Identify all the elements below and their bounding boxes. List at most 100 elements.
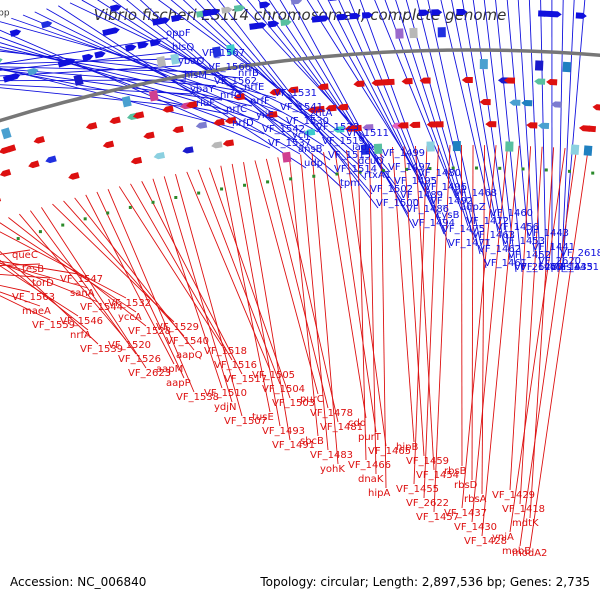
reverse-gene-label: hipA bbox=[368, 488, 390, 499]
forward-gene-label: VF_1500 bbox=[376, 198, 419, 209]
reverse-gene-label: VF_1493 bbox=[262, 426, 305, 437]
reverse-gene-arrow-135 bbox=[143, 131, 155, 139]
reverse-gene-label: purT bbox=[358, 432, 382, 443]
reverse-gene-arrow-141 bbox=[186, 100, 198, 109]
reverse-gene-label: modA2 bbox=[512, 548, 547, 559]
reverse-gene-label: VF_1539 bbox=[80, 344, 123, 355]
reverse-gene-arrow-185 bbox=[584, 125, 597, 133]
forward-gene-connector bbox=[0, 51, 175, 71]
reverse-gene-label: VF_1546 bbox=[60, 316, 103, 327]
forward-gene-connector bbox=[405, 0, 475, 241]
reverse-gene-label: tusE bbox=[252, 412, 274, 423]
forward-gene-label: VF_1499 bbox=[382, 148, 425, 159]
forward-gene-connector bbox=[557, 0, 564, 273]
reverse-gene-connector bbox=[220, 165, 271, 413]
forward-gene-label: iadA bbox=[352, 142, 374, 153]
forward-gene-label: VF_1515 bbox=[328, 150, 371, 161]
reverse-gene-arrow-119 bbox=[0, 195, 2, 204]
reverse-gene-arrow-144 bbox=[213, 118, 225, 126]
feature-block-214 bbox=[395, 28, 404, 39]
forward-gene-arrow-40 bbox=[110, 4, 122, 12]
forward-gene-connector bbox=[206, 0, 373, 195]
reverse-gene-label: VF_1466 bbox=[348, 460, 391, 471]
reverse-gene-connector bbox=[265, 158, 329, 409]
tick-marker bbox=[38, 230, 42, 234]
reverse-gene-connector bbox=[471, 145, 509, 523]
accession-label: Accession: NC_006840 bbox=[10, 575, 147, 589]
forward-gene-label: VF_1450 bbox=[520, 262, 563, 273]
forward-gene-arrow-41 bbox=[125, 44, 137, 52]
forward-gene-label: VF_1489 bbox=[400, 190, 443, 201]
forward-gene-connector bbox=[0, 67, 235, 129]
reverse-gene-connector bbox=[0, 262, 89, 289]
forward-gene-label: ybaY bbox=[190, 84, 215, 95]
feature-block-220 bbox=[505, 141, 514, 152]
forward-gene-connector bbox=[0, 42, 259, 121]
reverse-gene-label: VF_1454 bbox=[416, 470, 459, 481]
reverse-gene-label: yniA bbox=[492, 532, 514, 543]
forward-gene-arrow-46 bbox=[170, 14, 183, 23]
reverse-gene-connector bbox=[30, 210, 137, 355]
forward-gene-connector bbox=[0, 84, 193, 95]
reverse-gene-connector bbox=[0, 295, 51, 321]
forward-gene-label: VF_1566 bbox=[208, 62, 251, 73]
forward-gene-arrow-79 bbox=[456, 9, 468, 16]
forward-gene-label: VF_1471 bbox=[448, 238, 491, 249]
reverse-gene-arrow-155 bbox=[325, 104, 337, 112]
reverse-gene-label: VF_1532 bbox=[108, 298, 151, 309]
reverse-gene-arrow-124 bbox=[4, 144, 17, 153]
feature-block-216 bbox=[426, 141, 435, 152]
forward-gene-label: VF_1472 bbox=[466, 216, 509, 227]
forward-gene-label: VF_1461 bbox=[484, 258, 527, 269]
forward-gene-arrow-64 bbox=[318, 15, 330, 23]
reverse-gene-connector bbox=[243, 162, 291, 441]
tick-marker bbox=[174, 195, 178, 199]
reverse-gene-arrow-131 bbox=[109, 116, 121, 124]
reverse-gene-connector bbox=[0, 263, 41, 266]
reverse-gene-arrow-125 bbox=[28, 160, 40, 169]
forward-gene-arrow-39 bbox=[108, 27, 120, 35]
forward-gene-label: VF_1486 bbox=[406, 204, 449, 215]
forward-gene-arrow-57 bbox=[255, 22, 267, 30]
reverse-gene-label: mobB bbox=[502, 546, 531, 557]
forward-gene-label: aqpZ bbox=[460, 202, 486, 213]
reverse-gene-arrow-182 bbox=[546, 79, 558, 86]
reverse-gene-connector bbox=[0, 250, 99, 345]
forward-gene-connector bbox=[290, 0, 415, 229]
reverse-gene-arrow-161 bbox=[362, 124, 374, 131]
tick-marker bbox=[128, 205, 132, 209]
reverse-gene-label: VF_1547 bbox=[60, 274, 103, 285]
reverse-gene-connector bbox=[175, 173, 243, 417]
forward-gene-lines bbox=[0, 0, 586, 273]
reverse-gene-arrow-167 bbox=[401, 78, 413, 85]
feature-tracks bbox=[0, 0, 600, 241]
reverse-gene-label: yohK bbox=[320, 464, 345, 475]
reverse-gene-label: VF_2623 bbox=[128, 368, 171, 379]
reverse-gene-label: maeA bbox=[22, 306, 51, 317]
reverse-gene-arrow-122 bbox=[0, 168, 12, 177]
reverse-gene-label: VF_1430 bbox=[454, 522, 497, 533]
tick-marker bbox=[405, 167, 409, 171]
map-title: Vibrio fischeri ES114 chromosome I, comp… bbox=[93, 6, 507, 24]
reverse-gene-arrow-186 bbox=[592, 104, 600, 111]
forward-gene-arrow-31 bbox=[9, 29, 22, 37]
forward-gene-arrow-59 bbox=[267, 20, 280, 28]
reverse-gene-label: VF_1529 bbox=[156, 322, 199, 333]
forward-gene-label: VF_1496 bbox=[424, 182, 467, 193]
forward-gene-label: nrfF bbox=[250, 96, 270, 107]
forward-gene-arrow-37 bbox=[94, 50, 106, 59]
reverse-gene-arrow-171 bbox=[432, 121, 444, 128]
reverse-gene-arrow-138 bbox=[172, 125, 184, 134]
reverse-gene-arrow-153 bbox=[313, 105, 325, 113]
forward-gene-label: oppF bbox=[166, 28, 191, 39]
forward-gene-connector bbox=[327, 0, 433, 207]
reverse-gene-connector bbox=[0, 260, 79, 275]
reverse-gene-arrow-132 bbox=[130, 156, 143, 165]
reverse-gene-arrow-134 bbox=[132, 111, 145, 119]
reverse-gene-arrow-160 bbox=[353, 80, 365, 88]
tick-marker bbox=[451, 166, 455, 170]
reverse-gene-connector bbox=[369, 148, 377, 475]
feature-block-221 bbox=[534, 60, 544, 71]
forward-gene-connector bbox=[112, 0, 331, 161]
